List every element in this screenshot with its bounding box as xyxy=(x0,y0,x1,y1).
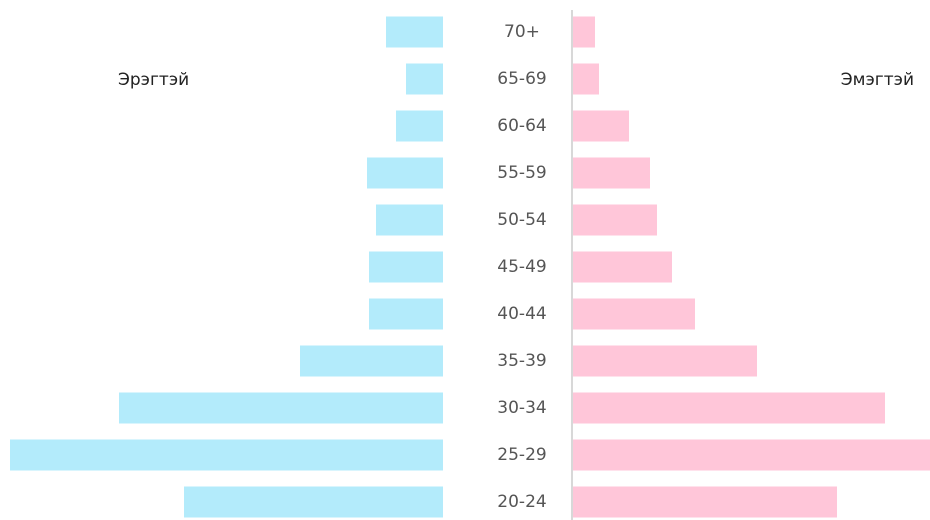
category-label-65-69: 65-69 xyxy=(497,69,546,89)
bar-male-35-39 xyxy=(300,345,443,377)
bar-male-70+ xyxy=(386,16,443,48)
category-label-55-59: 55-59 xyxy=(497,163,546,183)
bar-male-60-64 xyxy=(396,110,443,142)
bar-female-50-54 xyxy=(573,204,657,236)
series-label-male: Эрэгтэй xyxy=(118,70,189,90)
bar-male-50-54 xyxy=(376,204,443,236)
bar-female-25-29 xyxy=(573,439,930,471)
category-label-45-49: 45-49 xyxy=(497,257,546,277)
category-label-50-54: 50-54 xyxy=(497,210,546,230)
category-label-20-24: 20-24 xyxy=(497,492,546,512)
bar-female-20-24 xyxy=(573,486,837,518)
category-label-25-29: 25-29 xyxy=(497,445,546,465)
category-label-60-64: 60-64 xyxy=(497,116,546,136)
series-label-female: Эмэгтэй xyxy=(841,70,914,90)
category-label-35-39: 35-39 xyxy=(497,351,546,371)
bar-male-25-29 xyxy=(10,439,443,471)
bar-female-30-34 xyxy=(573,392,885,424)
bar-female-40-44 xyxy=(573,298,695,330)
bar-female-60-64 xyxy=(573,110,629,142)
category-label-40-44: 40-44 xyxy=(497,304,546,324)
bar-female-70+ xyxy=(573,16,595,48)
bar-male-55-59 xyxy=(367,157,443,189)
bar-male-65-69 xyxy=(406,63,443,95)
bar-male-20-24 xyxy=(184,486,443,518)
category-label-30-34: 30-34 xyxy=(497,398,546,418)
bar-female-35-39 xyxy=(573,345,757,377)
bar-female-45-49 xyxy=(573,251,672,283)
category-label-70+: 70+ xyxy=(504,22,540,42)
bar-female-65-69 xyxy=(573,63,599,95)
bar-male-45-49 xyxy=(369,251,443,283)
bar-male-30-34 xyxy=(119,392,443,424)
bar-male-40-44 xyxy=(369,298,443,330)
bar-female-55-59 xyxy=(573,157,650,189)
